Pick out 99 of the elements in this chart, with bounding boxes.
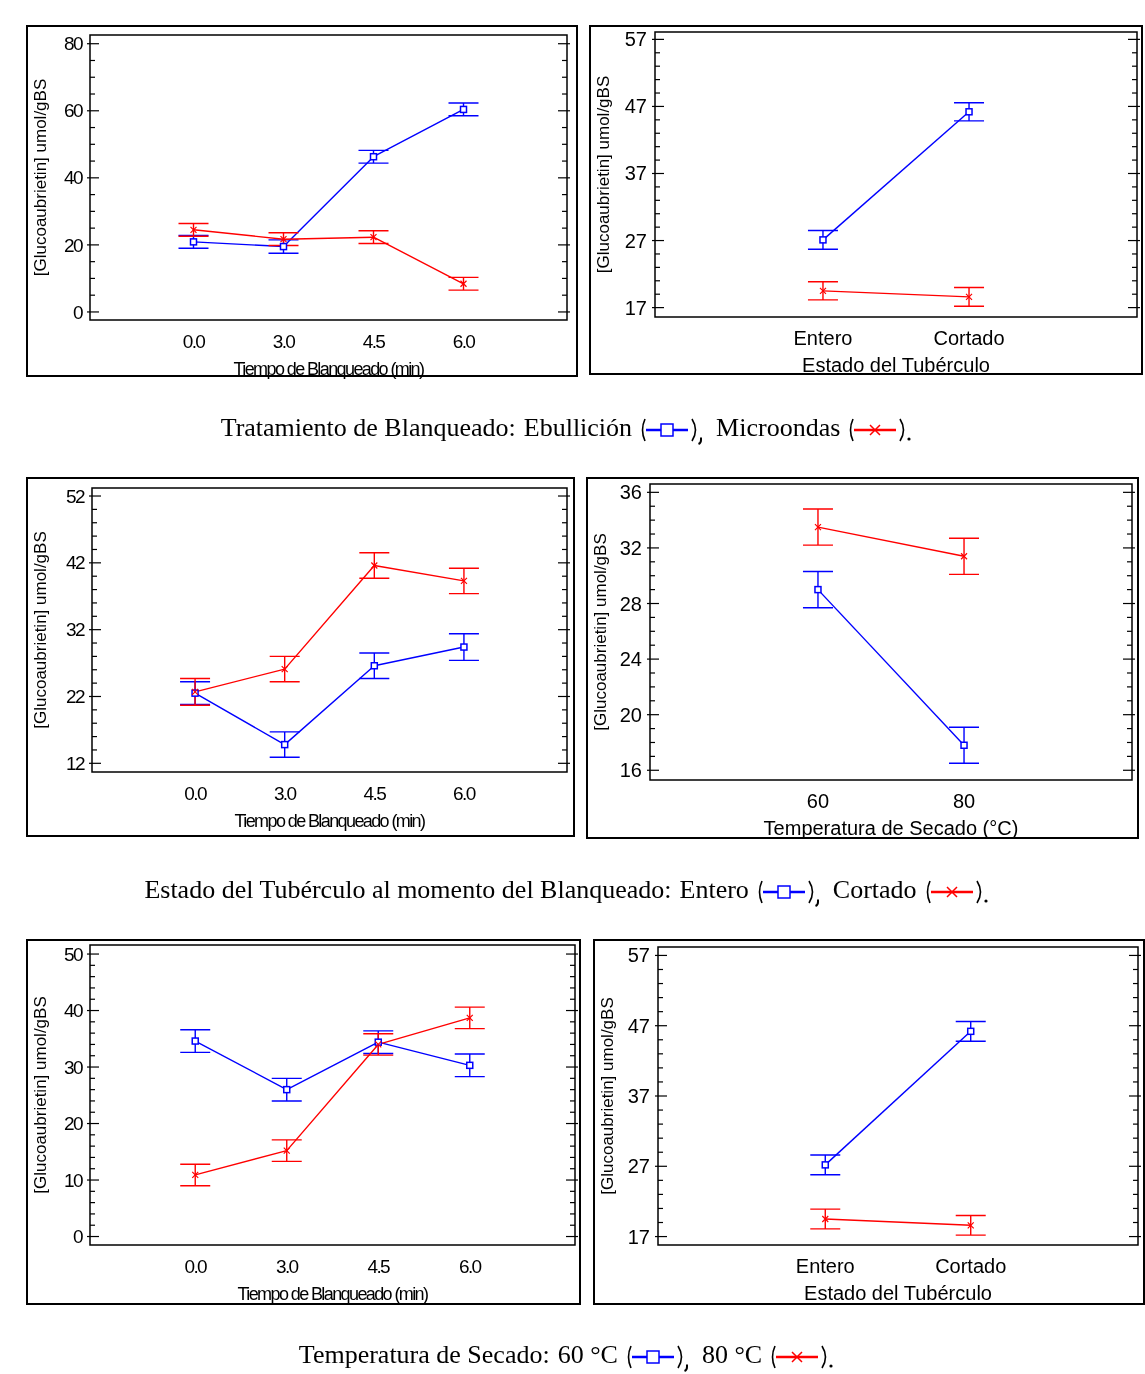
y-axis-title: [Glucoaubrietin] umol/gBS bbox=[31, 78, 50, 277]
x-tick-label: 60 bbox=[806, 790, 830, 812]
y-tick-label: 17 bbox=[624, 296, 647, 319]
point bbox=[460, 643, 468, 651]
legend-label: Microondas bbox=[716, 413, 841, 442]
point bbox=[283, 1147, 291, 1155]
y-tick-label: 47 bbox=[627, 1014, 650, 1037]
y-axis-title: [Glucoaubrietin] umol/gBS bbox=[591, 533, 610, 731]
x-tick-label: 80 bbox=[952, 790, 976, 812]
y-tick-label: 52 bbox=[66, 485, 86, 507]
x-tick-label: 3.0 bbox=[273, 783, 297, 804]
point bbox=[965, 293, 973, 301]
point bbox=[965, 108, 973, 116]
legend-label: Entero bbox=[679, 875, 749, 904]
x-tick-label: Entero bbox=[793, 327, 853, 349]
y-tick-label: 20 bbox=[64, 234, 84, 256]
x-tick-label: 6.0 bbox=[453, 783, 476, 804]
y-tick-label: 27 bbox=[627, 1155, 650, 1178]
point bbox=[960, 552, 968, 560]
y-tick-label: 0 bbox=[73, 301, 84, 323]
x-axis-title: Tiempo de Blanqueado (min) bbox=[234, 811, 426, 831]
point bbox=[191, 1171, 199, 1179]
point bbox=[459, 280, 468, 288]
x-axis-title: Estado del Tubérculo bbox=[802, 354, 990, 376]
point bbox=[466, 1014, 474, 1022]
point bbox=[279, 242, 288, 251]
x-axis-title: Tiempo de Blanqueado (min) bbox=[237, 1284, 429, 1304]
point bbox=[369, 152, 378, 161]
point bbox=[814, 585, 822, 594]
y-axis-title: [Glucoaubrietin] umol/gBS bbox=[598, 997, 617, 1195]
legend-title: Temperatura de Secado: bbox=[298, 1340, 550, 1369]
y-tick-label: 12 bbox=[66, 752, 86, 774]
x-tick-label: 4.5 bbox=[363, 783, 387, 804]
y-tick-label: 80 bbox=[64, 33, 84, 55]
y-tick-label: 37 bbox=[624, 162, 647, 185]
y-tick-label: 20 bbox=[64, 1113, 84, 1135]
x-tick-label: Entero bbox=[795, 1255, 855, 1277]
y-tick-label: 60 bbox=[64, 100, 84, 122]
y-axis-title: [Glucoaubrietin] umol/gBS bbox=[594, 75, 613, 274]
point bbox=[279, 235, 288, 243]
y-tick-label: 22 bbox=[66, 686, 86, 708]
point bbox=[966, 1027, 975, 1036]
y-tick-label: 30 bbox=[64, 1056, 84, 1078]
point bbox=[191, 1037, 199, 1045]
y-tick-label: 32 bbox=[66, 619, 86, 641]
x-tick-label: 0.0 bbox=[182, 331, 206, 352]
x-tick-label: 3.0 bbox=[272, 331, 296, 352]
y-tick-label: 20 bbox=[619, 703, 642, 726]
y-tick-label: 40 bbox=[64, 1000, 84, 1022]
y-tick-label: 57 bbox=[624, 28, 647, 51]
point bbox=[466, 1061, 474, 1070]
y-tick-label: 0 bbox=[73, 1226, 84, 1248]
legend-label: Cortado bbox=[832, 875, 917, 904]
y-tick-label: 17 bbox=[627, 1225, 650, 1248]
x-tick-label: Cortado bbox=[933, 327, 1005, 349]
point bbox=[189, 226, 198, 234]
legend-label: 80 °C bbox=[701, 1340, 763, 1369]
point bbox=[370, 662, 379, 670]
y-tick-label: 50 bbox=[64, 943, 84, 965]
point bbox=[459, 105, 468, 114]
y-tick-label: 36 bbox=[619, 481, 642, 504]
x-tick-label: 4.5 bbox=[367, 1256, 391, 1277]
point bbox=[283, 1085, 291, 1094]
point bbox=[281, 665, 289, 673]
point bbox=[280, 740, 289, 749]
legend-title: Estado del Tubérculo al momento del Blanqueado: bbox=[144, 875, 672, 904]
legend-title: Tratamiento de Blanqueado: bbox=[220, 413, 516, 442]
x-tick-label: 4.5 bbox=[362, 331, 386, 352]
x-tick-label: 0.0 bbox=[184, 783, 207, 804]
y-tick-label: 42 bbox=[66, 552, 86, 574]
legend-label: Ebullición bbox=[523, 413, 633, 442]
point bbox=[819, 287, 827, 295]
point bbox=[821, 1161, 830, 1169]
point bbox=[821, 1215, 829, 1223]
point bbox=[370, 561, 378, 570]
y-tick-label: 47 bbox=[624, 95, 647, 118]
x-tick-label: 6.0 bbox=[452, 331, 476, 352]
y-axis-title: [Glucoaubrietin] umol/gBS bbox=[31, 531, 50, 729]
y-tick-label: 27 bbox=[624, 229, 647, 252]
x-tick-label: 0.0 bbox=[184, 1256, 208, 1277]
x-axis-title: Tiempo de Blanqueado (min) bbox=[233, 359, 425, 379]
x-tick-label: Cortado bbox=[935, 1255, 1007, 1277]
y-tick-label: 16 bbox=[619, 759, 642, 782]
y-tick-label: 10 bbox=[64, 1169, 84, 1191]
point bbox=[960, 741, 968, 750]
point bbox=[189, 238, 198, 246]
x-axis-title: Estado del Tubérculo bbox=[804, 1282, 992, 1304]
x-tick-label: 6.0 bbox=[458, 1256, 482, 1277]
x-tick-label: 3.0 bbox=[275, 1256, 299, 1277]
y-tick-label: 28 bbox=[619, 592, 642, 615]
point bbox=[369, 233, 378, 241]
point bbox=[819, 236, 827, 244]
y-tick-label: 24 bbox=[619, 648, 642, 671]
y-tick-label: 57 bbox=[627, 944, 650, 967]
y-tick-label: 32 bbox=[619, 536, 642, 559]
legend-label: 60 °C bbox=[557, 1340, 618, 1369]
y-tick-label: 37 bbox=[627, 1085, 650, 1107]
y-tick-label: 40 bbox=[64, 167, 84, 189]
y-axis-title: [Glucoaubrietin] umol/gBS bbox=[31, 996, 50, 1194]
